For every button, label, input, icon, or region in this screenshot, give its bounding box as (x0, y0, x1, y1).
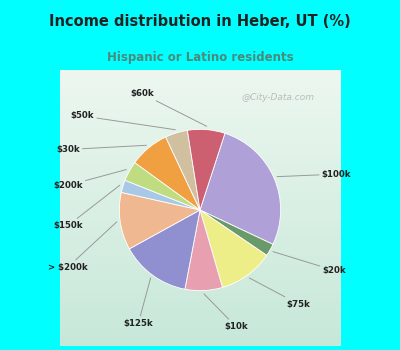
Wedge shape (125, 163, 200, 210)
Wedge shape (185, 210, 222, 290)
Text: $30k: $30k (56, 145, 146, 154)
Text: > $200k: > $200k (48, 222, 117, 272)
Wedge shape (121, 180, 200, 210)
Text: Hispanic or Latino residents: Hispanic or Latino residents (107, 51, 293, 64)
Wedge shape (135, 137, 200, 210)
Wedge shape (129, 210, 200, 289)
Wedge shape (200, 210, 267, 287)
Wedge shape (166, 130, 200, 210)
Wedge shape (200, 133, 281, 244)
Text: $200k: $200k (53, 169, 126, 190)
Text: $150k: $150k (53, 185, 120, 230)
Text: $60k: $60k (130, 89, 206, 126)
Text: @City-Data.com: @City-Data.com (242, 93, 315, 103)
Text: Income distribution in Heber, UT (%): Income distribution in Heber, UT (%) (49, 14, 351, 28)
Text: $75k: $75k (249, 278, 310, 309)
Text: $20k: $20k (273, 252, 346, 275)
Wedge shape (119, 193, 200, 249)
Wedge shape (200, 210, 273, 256)
Text: $125k: $125k (124, 278, 153, 328)
Text: $50k: $50k (70, 111, 175, 130)
Text: $100k: $100k (277, 170, 352, 178)
Text: $10k: $10k (204, 294, 248, 331)
Wedge shape (187, 130, 225, 210)
